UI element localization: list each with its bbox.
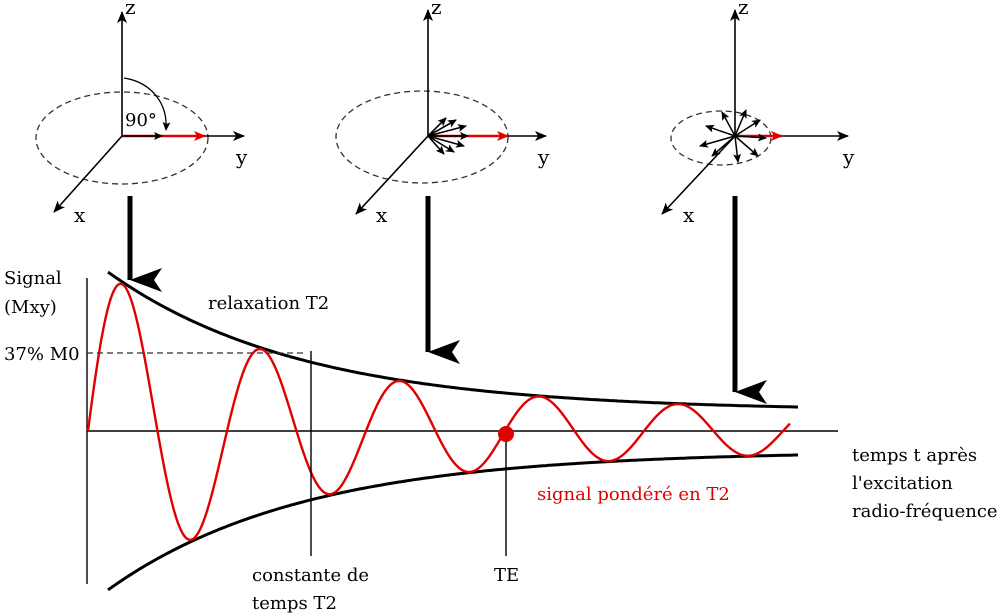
- x-axis-label-line1: temps t après: [852, 445, 977, 466]
- magnetization-diagram-1: z y x 90°: [35, 0, 248, 227]
- envelope-label: relaxation T2: [208, 293, 329, 314]
- x-axis-label-line2: l'excitation: [852, 473, 953, 494]
- magnetization-diagram-3: z y x: [661, 0, 855, 227]
- x-axis-label: x: [376, 203, 388, 227]
- flip-angle-arc: [123, 77, 171, 131]
- level-37-label: 37% M0: [4, 344, 80, 365]
- signal-graph: Signal (Mxy) 37% M0 relaxation T2 signal…: [4, 268, 998, 614]
- te-point: [498, 426, 514, 442]
- y-axis-label: y: [842, 145, 855, 169]
- y-axis-label-mxy: (Mxy): [4, 297, 57, 318]
- x-axis-label-line3: radio-fréquence: [852, 501, 998, 522]
- precession-ellipse: [35, 91, 209, 185]
- x-axis-arrow: [661, 135, 736, 215]
- dephasing-spins: [699, 109, 767, 163]
- z-axis-label: z: [431, 0, 442, 19]
- spin-arrow: [427, 135, 465, 148]
- spin-arrow: [734, 133, 767, 142]
- z-axis-label: z: [125, 0, 136, 19]
- x-axis-arrow: [53, 135, 123, 213]
- envelope-lower-curve: [107, 453, 798, 592]
- t2-signal-curve: [86, 282, 791, 542]
- spin-arrow: [427, 135, 445, 155]
- time-constant-label-line1: constante de: [252, 565, 369, 586]
- spin-arrow: [427, 117, 447, 137]
- y-axis-label: y: [537, 145, 550, 169]
- y-axis-label-signal: Signal: [4, 268, 62, 289]
- spin-arrow: [721, 111, 736, 137]
- spin-arrow: [734, 119, 761, 137]
- spin-arrow: [699, 135, 736, 148]
- x-axis-label: x: [74, 203, 86, 227]
- dephasing-spins: [427, 117, 469, 155]
- spin-arrow: [427, 119, 457, 137]
- time-constant-label-line2: temps T2: [252, 593, 337, 614]
- x-axis-label: x: [683, 203, 695, 227]
- spin-arrow: [733, 135, 742, 163]
- flip-angle-label: 90°: [125, 110, 157, 131]
- spin-arrow: [711, 135, 736, 157]
- magnetization-diagram-2: z y x: [335, 0, 550, 227]
- spin-arrow: [734, 109, 747, 137]
- y-axis-label: y: [235, 145, 248, 169]
- spin-arrow: [427, 124, 467, 137]
- signal-label: signal pondéré en T2: [537, 484, 730, 505]
- x-axis-arrow: [355, 135, 429, 215]
- spin-arrow: [734, 135, 759, 157]
- z-axis-label: z: [738, 0, 749, 19]
- spin-arrow: [427, 135, 455, 153]
- spin-arrow: [705, 124, 736, 137]
- te-label: TE: [494, 565, 519, 586]
